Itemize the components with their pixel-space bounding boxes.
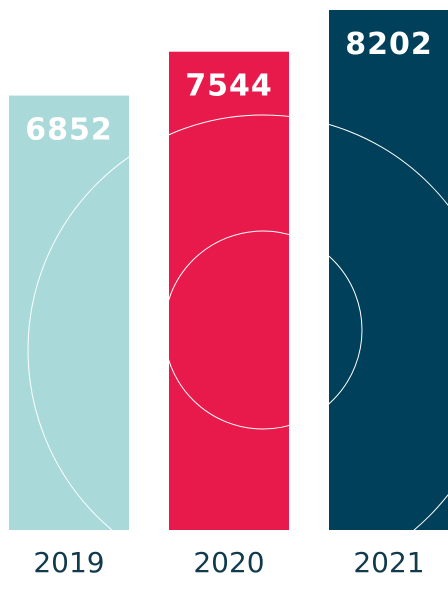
bar: [169, 51, 289, 531]
bar: [329, 10, 448, 530]
bars: [9, 10, 448, 531]
value-label: 7544: [185, 69, 273, 104]
category-label: 2020: [193, 546, 264, 579]
value-label: 8202: [345, 27, 433, 62]
deco-circle: [27, 114, 448, 531]
bar: [9, 95, 129, 531]
labels: 6852 2019 7544 2020 8202 2021: [25, 27, 433, 579]
category-label: 2021: [353, 546, 424, 579]
value-label: 6852: [25, 113, 113, 148]
category-label: 2019: [33, 546, 104, 579]
